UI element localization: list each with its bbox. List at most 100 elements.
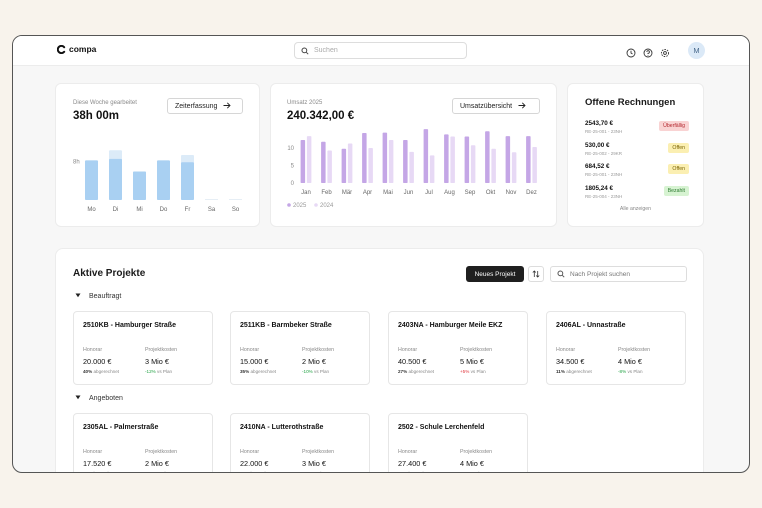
fee-label: Honorar [83, 449, 103, 455]
fee-label: Honorar [240, 347, 260, 353]
revenue-bar-2024 [470, 145, 476, 183]
group-label: Angeboten [89, 395, 123, 402]
month-label: Aug [444, 190, 455, 196]
search-input[interactable] [314, 47, 454, 54]
fee-billed-pct: 35% [240, 369, 250, 374]
logo-icon [57, 44, 66, 54]
global-search[interactable] [294, 42, 467, 59]
cost-delta-value: -10% [302, 369, 313, 374]
sort-button[interactable] [528, 266, 544, 282]
cost-delta-value: -8% [618, 369, 627, 374]
invoice-status-badge: Offen [668, 164, 689, 174]
invoice-row[interactable]: 1805,24 € RE-25-004 - 23NH Bezahlt [585, 185, 689, 205]
target-hours-label: 8h [73, 159, 80, 165]
top-bar: compa M [13, 36, 749, 66]
y-tick-label: 0 [291, 181, 295, 187]
fee-billed: 0% abgerechnet [398, 471, 431, 472]
invoice-amount: 530,00 € [585, 141, 610, 149]
cost-delta: -0% vs Plan [460, 471, 485, 472]
revenue-overview-button[interactable]: Umsatzübersicht [452, 98, 540, 114]
invoice-status-badge: Offen [668, 142, 689, 153]
day-label: Mi [136, 207, 142, 213]
cost-delta-value: +0% [145, 471, 154, 472]
month-label: Apr [363, 190, 372, 196]
fee-billed: 35% abgerechnet [240, 369, 276, 374]
fee-billed: 40% abgerechnet [83, 369, 119, 374]
cost-value: 5 Mio € [460, 357, 484, 366]
invoice-id: RE-25-001 - 23NH [585, 172, 623, 177]
y-tick-label: 10 [287, 146, 294, 152]
fee-billed-pct: 40% [83, 369, 93, 374]
help-icon[interactable] [643, 45, 653, 58]
month-label: Jan [301, 190, 311, 196]
logo[interactable]: compa [57, 44, 96, 54]
project-card[interactable]: 2305AL - Palmerstraße Honorar 17.520 € 0% a… [73, 413, 213, 472]
project-card[interactable]: 2410NA - Lutterothstraße Honorar 22.000 € 0… [230, 413, 370, 472]
revenue-bar-2025 [300, 139, 306, 183]
cost-label: Projektkosten [145, 347, 178, 353]
fee-label: Honorar [240, 449, 260, 455]
cost-delta: -10% vs Plan [302, 369, 329, 374]
revenue-bar-2024 [368, 148, 373, 183]
project-card[interactable]: 2403NA - Hamburger Meile EKZ Honorar 40.50… [388, 311, 528, 385]
invoice-row[interactable]: 684,52 € RE-25-001 - 23NH Offen [585, 163, 689, 183]
invoice-amount: 2543,70 € [585, 120, 614, 127]
cost-value: 2 Mio € [145, 459, 169, 468]
cost-value: 3 Mio € [302, 459, 326, 468]
month-label: Mär [342, 190, 352, 196]
project-card[interactable]: 2502 - Schule Lerchenfeld Honorar 27.400 €… [388, 413, 528, 472]
project-search[interactable] [550, 266, 687, 282]
avatar[interactable]: M [688, 42, 705, 59]
revenue-bar-2025 [526, 136, 531, 183]
invoice-row[interactable]: 2543,70 € RE-25-001 - 23NH Überfällig [585, 120, 689, 140]
revenue-bar-2025 [423, 129, 429, 183]
revenue-bar-2024 [388, 139, 394, 183]
cost-value: 4 Mio € [618, 357, 642, 366]
y-tick-label: 5 [291, 164, 295, 170]
project-card[interactable]: 2511KB - Barmbeker Straße Honorar 15.000 €… [230, 311, 370, 385]
revenue-bar-2024 [347, 143, 353, 183]
invoice-id: RE-25-001 - 23NH [585, 129, 623, 134]
worked-bar [157, 160, 170, 200]
project-card[interactable]: 2510KB - Hamburger Straße Honorar 20.000 €… [73, 311, 213, 385]
clock-icon[interactable] [626, 45, 636, 58]
month-label: Dez [526, 190, 537, 196]
worked-bar [85, 160, 98, 200]
revenue-bar-2024 [532, 146, 537, 183]
cost-delta-note: vs Plan [627, 369, 643, 374]
cost-delta-note: vs Plan [469, 471, 484, 472]
fee-billed-note: abgerechnet [93, 369, 120, 374]
fee-value: 15.000 € [240, 357, 269, 366]
settings-icon[interactable] [660, 45, 670, 58]
time-tracking-button[interactable]: Zeiterfassung [167, 98, 243, 114]
new-project-button[interactable]: Neues Projekt [466, 266, 524, 282]
invoice-amount: 684,52 € [585, 163, 610, 170]
fee-billed: 0% abgerechnet [240, 471, 273, 472]
cost-delta-note: vs Plan [157, 369, 173, 374]
revenue-bar-2024 [450, 136, 455, 183]
project-name: 2510KB - Hamburger Straße [83, 322, 176, 329]
hours-label: Diese Woche gearbeitet [73, 100, 137, 106]
project-name: 2502 - Schule Lerchenfeld [398, 424, 485, 431]
fee-billed-note: abgerechnet [91, 471, 117, 472]
project-name: 2403NA - Hamburger Meile EKZ [398, 322, 503, 329]
day-label: Sa [208, 207, 216, 213]
sort-icon [532, 265, 540, 283]
empty-bar [229, 199, 242, 200]
revenue-bar-2025 [464, 136, 470, 183]
projects-panel: Aktive Projekte Neues Projekt Beauftragt… [55, 248, 704, 472]
month-label: Mai [383, 190, 393, 196]
invoice-row[interactable]: 530,00 € RE-25-002 - 29KR Offen [585, 142, 689, 162]
fee-billed: 0% abgerechnet [83, 471, 117, 472]
project-card[interactable]: 2406AL - Unnastraße Honorar 34.500 € 11% ab… [546, 311, 686, 385]
group-header[interactable]: Angeboten [75, 395, 123, 402]
cost-delta-value: -0% [460, 471, 468, 472]
group-header[interactable]: Beauftragt [75, 293, 121, 300]
logo-text: compa [69, 44, 97, 54]
project-search-input[interactable] [570, 270, 680, 278]
cost-label: Projektkosten [302, 347, 335, 353]
revenue-bar-2024 [511, 152, 517, 183]
arrow-right-icon [223, 101, 232, 111]
show-all-invoices-link[interactable]: Alle anzeigen [619, 206, 652, 212]
fee-label: Honorar [398, 347, 418, 353]
